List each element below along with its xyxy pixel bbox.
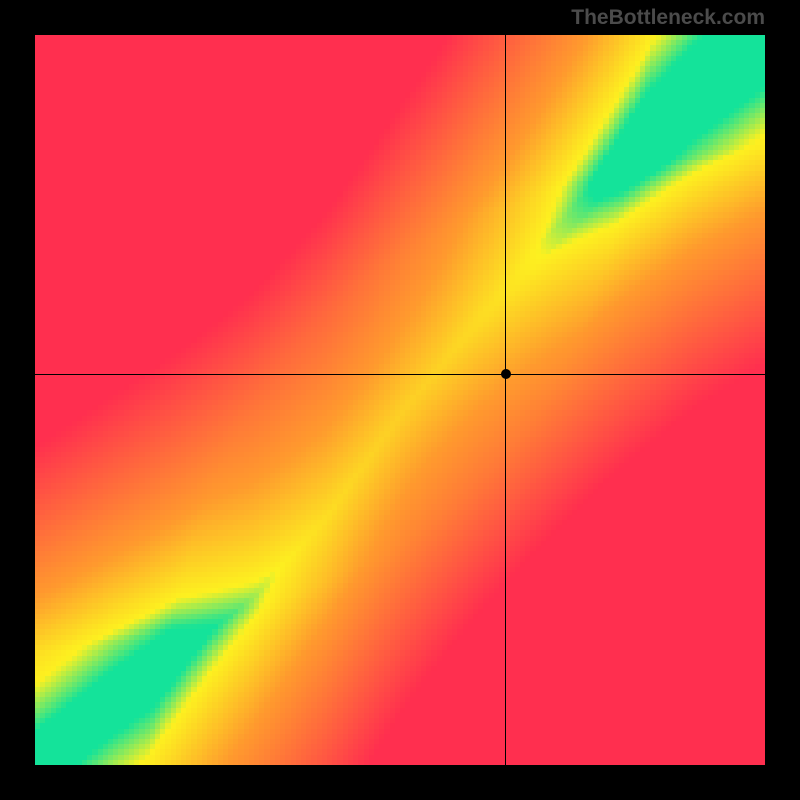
heatmap-canvas <box>35 35 765 765</box>
data-point-marker <box>501 369 511 379</box>
crosshair-horizontal <box>35 374 765 375</box>
chart-container: TheBottleneck.com <box>0 0 800 800</box>
watermark: TheBottleneck.com <box>571 6 765 30</box>
crosshair-vertical <box>505 35 506 765</box>
